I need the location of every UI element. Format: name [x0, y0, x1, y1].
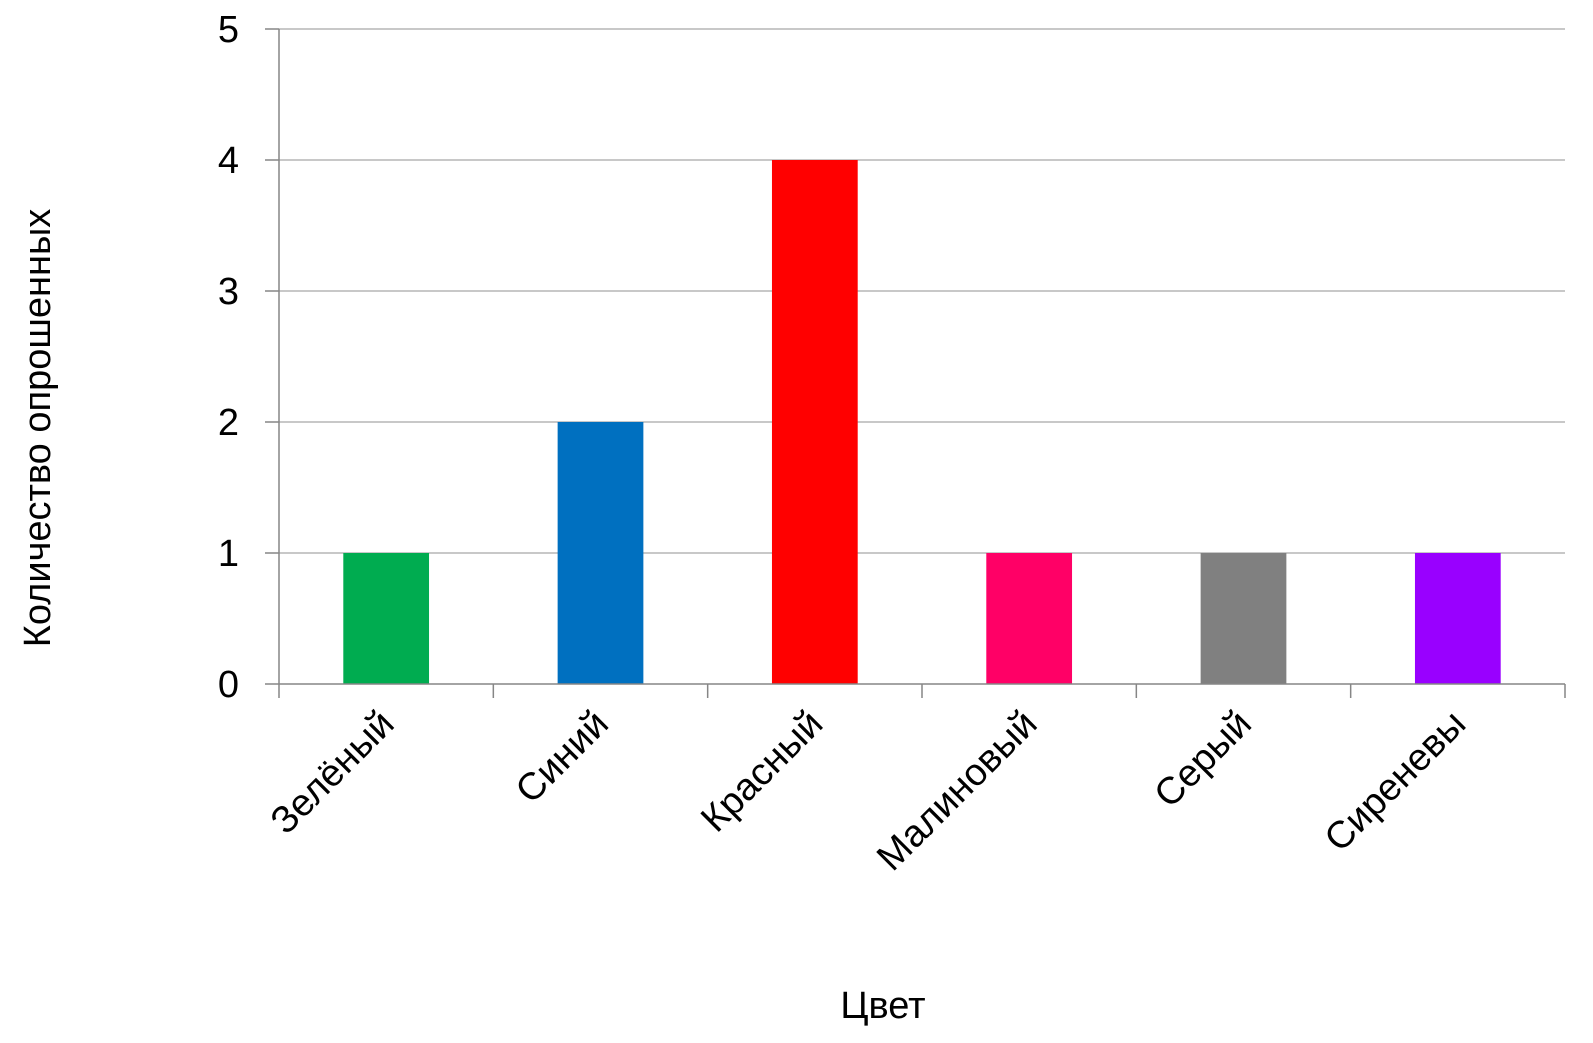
y-tick-label: 4 — [218, 140, 239, 182]
y-tick-label: 2 — [218, 402, 239, 444]
axes — [265, 28, 1566, 698]
y-tick-labels: 0 1 2 3 4 5 — [218, 9, 239, 706]
y-tick-label: 1 — [218, 533, 239, 575]
bar-2 — [557, 422, 644, 684]
bar-1 — [343, 553, 430, 684]
x-category-label: Зелёный — [263, 703, 403, 843]
x-category-label: Сиреневы — [1317, 703, 1474, 860]
bars — [343, 160, 1501, 684]
gridlines — [279, 28, 1565, 554]
y-axis-title: Количество опрошенных — [17, 209, 59, 648]
x-category-label: Красный — [693, 703, 831, 841]
bar-5 — [1200, 553, 1287, 684]
bar-6 — [1414, 553, 1501, 684]
bar-3 — [771, 160, 858, 684]
x-category-label: Малиновый — [869, 703, 1045, 879]
x-category-label: Серый — [1147, 703, 1260, 816]
y-tick-label: 3 — [218, 271, 239, 313]
x-axis-title: Цвет — [840, 985, 925, 1027]
y-tick-label: 5 — [218, 9, 239, 51]
y-tick-label: 0 — [218, 664, 239, 706]
x-category-label: Синий — [508, 703, 617, 812]
bar-4 — [986, 553, 1073, 684]
x-category-labels: Зелёный Синий Красный Малиновый Серый Сиренев… — [263, 703, 1474, 879]
